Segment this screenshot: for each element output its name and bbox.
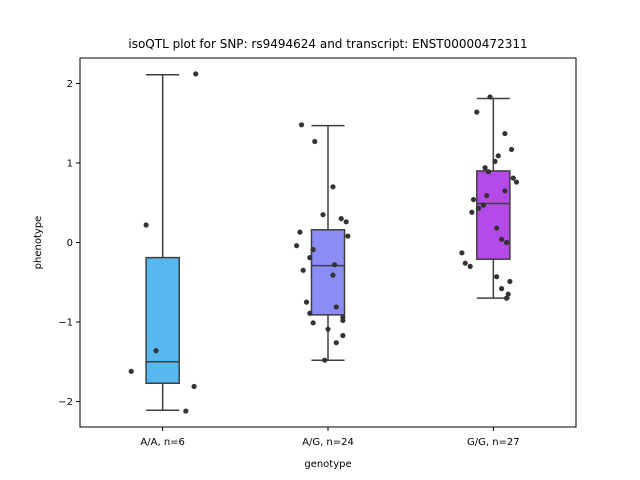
- data-point: [322, 357, 328, 363]
- data-point: [293, 243, 300, 249]
- data-point: [480, 202, 487, 208]
- data-point: [499, 236, 505, 242]
- data-point: [502, 130, 508, 137]
- data-point: [307, 310, 313, 316]
- data-point: [310, 247, 316, 253]
- data-point: [470, 196, 477, 203]
- y-tick-label: −1: [58, 318, 73, 329]
- data-point: [307, 255, 313, 261]
- data-point: [494, 274, 500, 280]
- box-3: [476, 97, 511, 299]
- data-point: [467, 263, 473, 269]
- data-point: [505, 291, 511, 297]
- data-point: [332, 262, 338, 268]
- data-point: [330, 272, 336, 278]
- data-point: [469, 209, 475, 215]
- box-1: [145, 73, 180, 412]
- data-point: [300, 267, 306, 273]
- x-tick-label: G/G, n=27: [467, 437, 520, 448]
- box-body: [310, 229, 346, 316]
- x-tick-label: A/G, n=24: [302, 437, 354, 448]
- data-point: [128, 368, 134, 374]
- data-point: [503, 295, 510, 301]
- x-tick-label: A/A, n=6: [140, 437, 185, 448]
- data-point: [183, 408, 189, 414]
- data-point: [340, 332, 346, 339]
- data-point: [143, 222, 149, 228]
- data-point: [340, 317, 346, 324]
- box-body: [145, 256, 180, 385]
- data-point: [325, 326, 331, 332]
- data-point: [330, 184, 336, 190]
- data-point: [333, 304, 339, 310]
- y-tick-label: 1: [67, 158, 73, 169]
- data-point: [508, 146, 515, 153]
- data-point: [191, 383, 197, 390]
- y-tick-label: 0: [67, 238, 73, 249]
- y-tick-label: −2: [58, 397, 73, 408]
- data-point: [343, 219, 349, 225]
- data-point: [503, 239, 510, 246]
- data-point: [320, 212, 326, 218]
- data-point: [487, 94, 493, 100]
- y-tick-label: 2: [67, 79, 73, 90]
- box-body: [476, 170, 511, 260]
- data-point: [312, 138, 318, 145]
- data-point: [338, 216, 344, 222]
- data-point: [492, 158, 498, 164]
- plot-area: [128, 71, 520, 414]
- x-axis-label: genotype: [304, 459, 351, 470]
- data-point: [507, 278, 513, 285]
- y-axis-label: phenotype: [33, 216, 44, 270]
- data-point: [298, 122, 305, 128]
- data-point: [459, 250, 465, 256]
- axes: −2 −1 0 1 2 A/A, n=6 A/G, n=24 G/G, n=27: [58, 79, 519, 448]
- data-point: [499, 286, 505, 292]
- data-point: [193, 71, 199, 77]
- chart-title: isoQTL plot for SNP: rs9494624 and trans…: [128, 37, 527, 51]
- data-point: [345, 233, 351, 239]
- data-point: [494, 225, 500, 231]
- data-point: [475, 205, 482, 211]
- data-point: [297, 229, 303, 235]
- data-point: [310, 320, 316, 326]
- data-point: [462, 260, 468, 266]
- data-point: [303, 299, 310, 305]
- data-point: [502, 188, 508, 194]
- data-point: [484, 192, 490, 199]
- data-point: [510, 175, 516, 181]
- data-point: [513, 179, 520, 185]
- data-point: [333, 340, 339, 346]
- data-point: [485, 169, 491, 175]
- data-point: [474, 109, 480, 115]
- data-point: [482, 165, 488, 171]
- box-2: [310, 124, 346, 361]
- data-point: [153, 348, 159, 354]
- data-point: [495, 153, 501, 159]
